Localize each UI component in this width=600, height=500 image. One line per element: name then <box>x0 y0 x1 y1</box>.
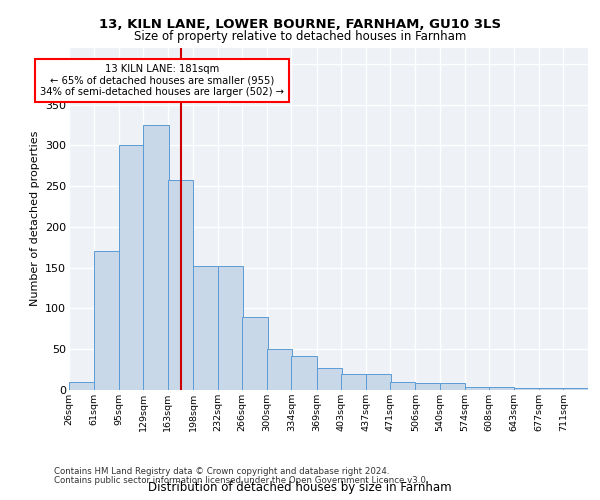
Bar <box>365 374 391 390</box>
Bar <box>292 356 317 390</box>
Bar <box>514 388 539 390</box>
Bar <box>193 266 218 390</box>
Text: Contains public sector information licensed under the Open Government Licence v3: Contains public sector information licen… <box>54 476 428 485</box>
Bar <box>489 386 514 390</box>
Bar <box>440 384 465 390</box>
Bar <box>168 180 193 390</box>
Text: Distribution of detached houses by size in Farnham: Distribution of detached houses by size … <box>148 481 452 494</box>
Text: Size of property relative to detached houses in Farnham: Size of property relative to detached ho… <box>134 30 466 43</box>
Bar <box>267 349 292 390</box>
Text: 13 KILN LANE: 181sqm
← 65% of detached houses are smaller (955)
34% of semi-deta: 13 KILN LANE: 181sqm ← 65% of detached h… <box>40 64 284 97</box>
Bar <box>119 146 144 390</box>
Bar <box>242 316 268 390</box>
Y-axis label: Number of detached properties: Number of detached properties <box>29 131 40 306</box>
Text: Contains HM Land Registry data © Crown copyright and database right 2024.: Contains HM Land Registry data © Crown c… <box>54 467 389 476</box>
Bar <box>539 388 564 390</box>
Bar <box>415 382 441 390</box>
Bar <box>218 266 243 390</box>
Bar <box>317 368 342 390</box>
Bar <box>464 386 490 390</box>
Bar <box>69 382 94 390</box>
Text: 13, KILN LANE, LOWER BOURNE, FARNHAM, GU10 3LS: 13, KILN LANE, LOWER BOURNE, FARNHAM, GU… <box>99 18 501 30</box>
Bar <box>563 388 589 390</box>
Bar <box>94 252 119 390</box>
Bar <box>341 374 367 390</box>
Bar <box>390 382 415 390</box>
Bar <box>143 125 169 390</box>
